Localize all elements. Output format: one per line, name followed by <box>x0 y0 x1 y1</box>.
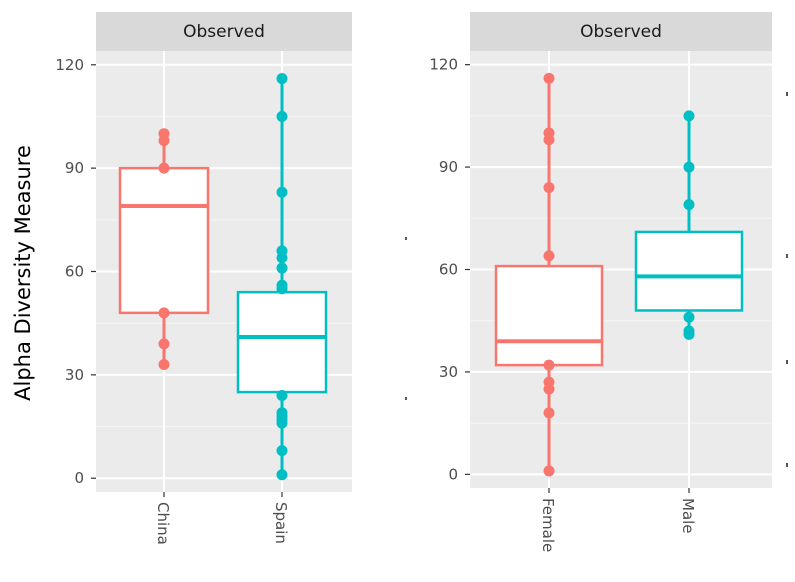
data-point <box>158 162 170 174</box>
data-point <box>543 250 555 262</box>
y-tick-label: 90 <box>439 158 458 176</box>
data-point <box>276 279 288 291</box>
box-female <box>494 264 604 367</box>
data-point <box>158 128 170 140</box>
facet-strip-label: Observed <box>580 22 662 42</box>
data-point <box>543 182 555 194</box>
y-tick-label: 0 <box>448 465 458 483</box>
x-tick-label: Female <box>539 498 557 552</box>
y-tick-label: 60 <box>439 261 458 279</box>
data-point <box>683 325 695 337</box>
data-point <box>158 307 170 319</box>
data-point <box>276 110 288 122</box>
data-point <box>276 407 288 419</box>
data-point <box>276 445 288 457</box>
data-point <box>276 469 288 481</box>
data-point <box>683 110 695 122</box>
panel-country: Observed 0 30 60 90 120 China Spain <box>55 12 352 545</box>
data-point <box>543 465 555 477</box>
edge-mark <box>405 397 407 400</box>
data-point <box>276 245 288 257</box>
panel-sex: Observed 0 30 60 90 120 Female Male <box>429 12 772 552</box>
y-axis-title: Alpha Diversity Measure <box>11 145 35 401</box>
x-tick-label: Male <box>679 498 697 534</box>
facet-strip <box>96 12 352 51</box>
y-tick-label: 30 <box>65 366 84 384</box>
data-point <box>543 359 555 371</box>
edge-mark <box>786 463 788 467</box>
data-point <box>543 72 555 84</box>
data-point <box>683 311 695 323</box>
data-point <box>683 161 695 173</box>
data-point <box>276 390 288 402</box>
box-china <box>118 166 210 315</box>
y-tick-label: 120 <box>55 56 84 74</box>
box-spain <box>236 290 328 394</box>
edge-mark <box>786 360 788 364</box>
data-point <box>683 199 695 211</box>
x-tick-label: Spain <box>272 502 290 544</box>
y-tick-label: 0 <box>74 469 84 487</box>
y-tick-label: 90 <box>65 159 84 177</box>
facet-strip <box>470 12 772 51</box>
edge-mark <box>786 92 788 96</box>
y-tick-label: 30 <box>439 363 458 381</box>
data-point <box>158 338 170 350</box>
y-tick-label: 120 <box>429 56 458 74</box>
data-point <box>276 73 288 85</box>
data-point <box>543 376 555 388</box>
data-point <box>158 359 170 371</box>
x-tick-label: China <box>154 502 172 545</box>
box-male <box>634 230 744 312</box>
data-point <box>543 407 555 419</box>
data-point <box>276 262 288 274</box>
data-point <box>543 127 555 139</box>
facet-strip-label: Observed <box>183 22 265 42</box>
y-tick-label: 60 <box>65 263 84 281</box>
edge-mark <box>405 237 407 240</box>
edge-mark <box>786 254 788 258</box>
data-point <box>276 186 288 198</box>
